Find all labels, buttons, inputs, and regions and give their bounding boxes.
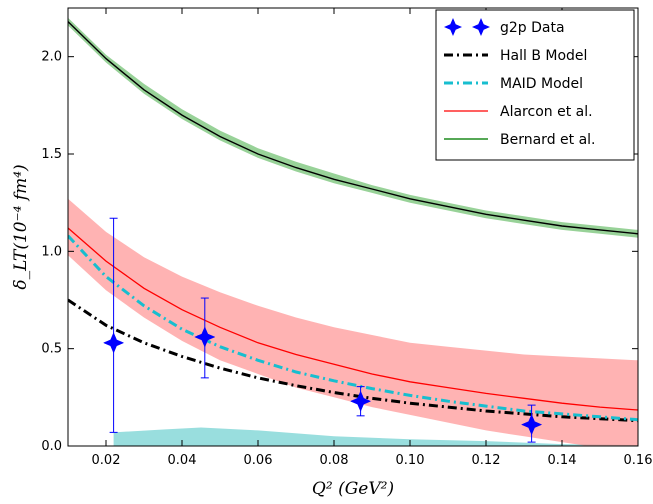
legend-label: MAID Model bbox=[500, 76, 583, 92]
y-tick-label: 0.0 bbox=[41, 439, 62, 454]
data-point bbox=[349, 390, 372, 412]
data-point bbox=[194, 326, 216, 348]
maid-model-line bbox=[68, 234, 638, 422]
hallb-model-line bbox=[68, 298, 638, 423]
legend-marker-star bbox=[472, 18, 490, 36]
y-tick-label: 1.5 bbox=[41, 147, 62, 162]
alarcon-line bbox=[68, 227, 638, 411]
data-point bbox=[520, 413, 543, 436]
legend-label: Hall B Model bbox=[500, 48, 587, 64]
legend: g2p Data Hall B Model MAID Model Alarcon et… bbox=[435, 9, 635, 161]
x-tick-label: 0.04 bbox=[168, 453, 197, 468]
y-tick-label: 2.0 bbox=[41, 50, 62, 65]
legend-label: g2p Data bbox=[500, 20, 565, 36]
x-tick-label: 0.14 bbox=[548, 453, 577, 468]
x-tick-label: 0.10 bbox=[396, 453, 425, 468]
alarcon-band bbox=[68, 198, 638, 446]
model-lines bbox=[68, 21, 638, 423]
legend-label: Alarcon et al. bbox=[500, 104, 593, 120]
data-point bbox=[102, 332, 125, 354]
confidence-bands bbox=[68, 17, 638, 446]
x-tick-label: 0.16 bbox=[624, 453, 653, 468]
x-tick-label: 0.06 bbox=[244, 453, 273, 468]
x-axis: 0.02 0.04 0.06 0.08 0.10 0.12 0.14 0.16 bbox=[92, 8, 653, 468]
bernard-line bbox=[68, 21, 638, 235]
x-tick-label: 0.08 bbox=[320, 453, 349, 468]
x-axis-title: Q² (GeV²) bbox=[312, 479, 394, 499]
y-tick-label: 0.5 bbox=[41, 342, 62, 357]
x-tick-label: 0.12 bbox=[472, 453, 501, 468]
plot-frame bbox=[67, 7, 639, 447]
legend-box bbox=[435, 9, 635, 161]
legend-label: Bernard et al. bbox=[500, 132, 596, 148]
y-tick-label: 1.0 bbox=[41, 244, 62, 259]
y-axis-title: δ_LT(10⁻⁴ fm⁴) bbox=[11, 164, 31, 289]
data-points bbox=[102, 217, 543, 443]
cyan-band bbox=[113, 427, 638, 446]
x-tick-label: 0.02 bbox=[92, 453, 121, 468]
legend-marker-star bbox=[444, 18, 462, 36]
y-axis: 0.0 0.5 1.0 1.5 2.0 bbox=[41, 50, 638, 454]
